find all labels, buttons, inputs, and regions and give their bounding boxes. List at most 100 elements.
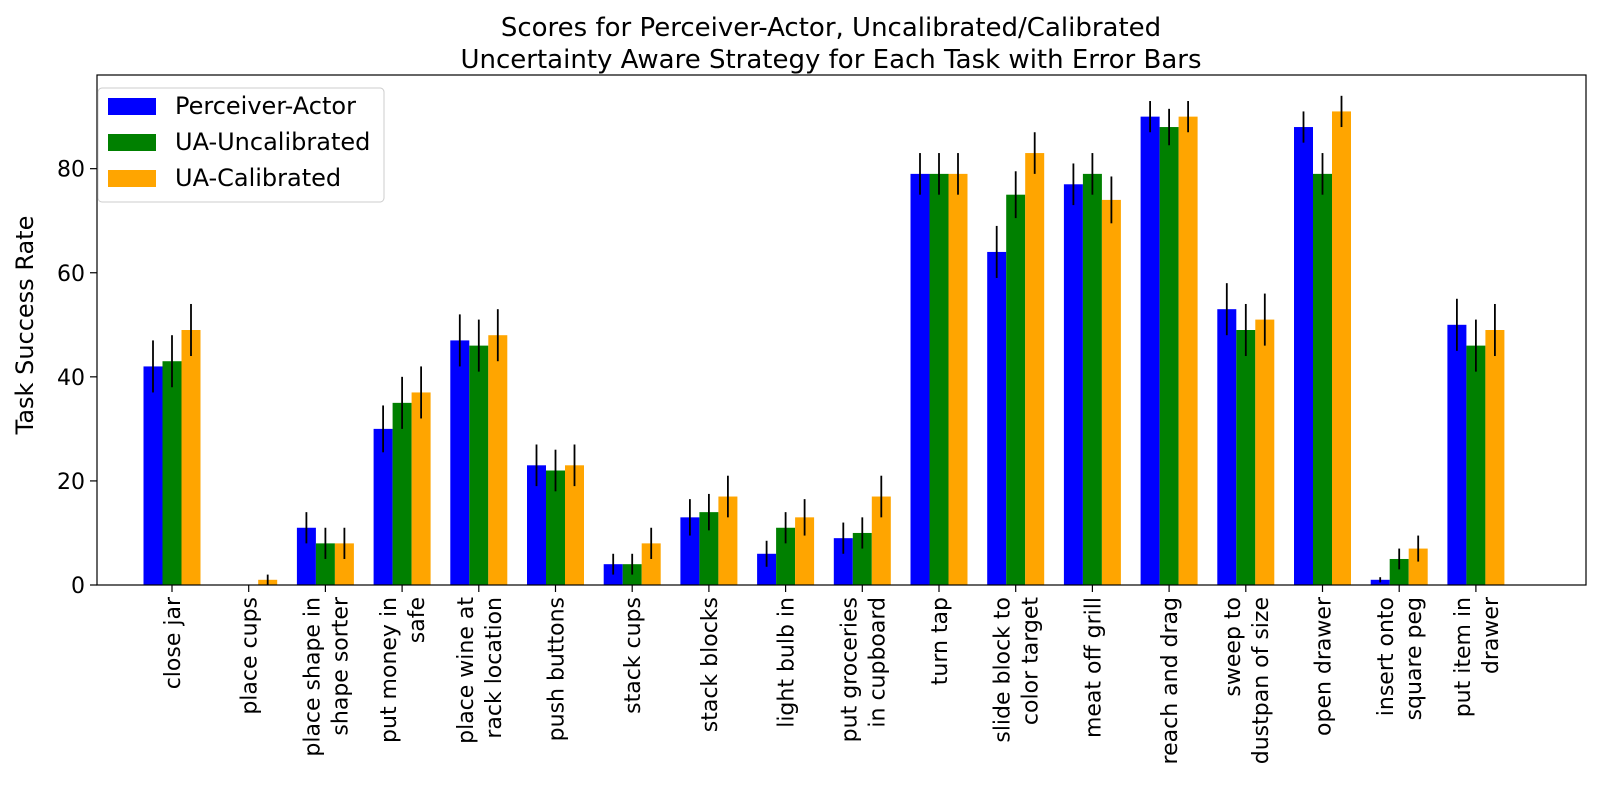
x-tick-label: put money in safe [377, 597, 430, 743]
chart-title-line-1: Scores for Perceiver-Actor, Uncalibrated… [501, 13, 1161, 43]
bar [871, 496, 891, 585]
x-tick-label-line: open drawer [1312, 596, 1337, 736]
bar [1159, 127, 1179, 585]
bar [795, 517, 815, 585]
bar [1101, 199, 1121, 586]
x-tick-label: sweep to dustpan of size [1221, 597, 1274, 764]
plot-frame [96, 74, 1587, 586]
x-tick-label-line: square peg [1402, 597, 1427, 720]
bar [1408, 548, 1428, 585]
bar [373, 428, 393, 585]
x-tick-label-line: stack blocks [698, 597, 723, 732]
bar [392, 402, 412, 585]
y-ticks: 0 20 40 60 80 [57, 158, 97, 599]
bar [776, 527, 796, 585]
y-tick-label: 40 [57, 366, 85, 391]
x-tick-label-line: color target [1019, 597, 1044, 725]
x-ticks: close jar place cups place shape in shape s… [161, 585, 1504, 764]
bar [1140, 116, 1160, 585]
x-tick-label-line: stack cups [621, 597, 646, 714]
x-tick-label-line: turn tap [928, 597, 953, 685]
legend: Perceiver-Actor UA-Uncalibrated UA-Calibra… [97, 87, 385, 203]
bar [948, 173, 968, 585]
error-bars [152, 95, 1496, 585]
bar [1063, 184, 1083, 586]
bar [143, 366, 163, 585]
y-tick-label: 60 [57, 262, 85, 287]
x-tick-label: place cups [238, 597, 263, 715]
x-tick-label-line: drawer [1479, 596, 1504, 674]
bar [1447, 324, 1467, 585]
bar [757, 553, 777, 585]
x-tick-label-line: slide block to [991, 597, 1016, 743]
x-tick-label: stack cups [621, 597, 646, 714]
bar [929, 173, 949, 585]
x-tick-label: open drawer [1312, 596, 1337, 736]
x-tick-label: put groceries in cupboard [837, 597, 890, 742]
bar [450, 340, 470, 585]
bar [527, 465, 546, 585]
x-tick-label: turn tap [928, 597, 953, 685]
bar [699, 512, 719, 585]
y-tick-label: 20 [57, 470, 85, 495]
bars [143, 111, 1505, 586]
y-tick-label: 80 [57, 158, 85, 183]
x-tick-label: place shape in shape sorter [300, 596, 353, 757]
bar [680, 517, 700, 585]
x-tick-label-line: in cupboard [865, 597, 890, 728]
x-tick-label-line: meat off grill [1081, 597, 1106, 738]
x-tick-label: put item in drawer [1451, 596, 1504, 717]
bar [162, 361, 182, 585]
bar [910, 173, 930, 585]
legend-label: UA-Calibrated [175, 164, 341, 192]
legend-label: UA-Uncalibrated [175, 128, 370, 156]
x-tick-label-line: sweep to [1221, 597, 1246, 697]
bar [1025, 153, 1045, 585]
x-tick-label-line: place shape in [300, 597, 325, 757]
x-tick-label-line: push buttons [545, 597, 570, 741]
bar [1217, 309, 1237, 585]
bar [488, 335, 508, 585]
x-tick-label: light bulb in [775, 597, 800, 728]
x-tick-label-line: put item in [1451, 597, 1476, 717]
bar [718, 496, 738, 585]
bar [1389, 558, 1409, 585]
x-tick-label: place wine at rack location [454, 597, 507, 744]
bar [411, 392, 431, 585]
legend-swatch [108, 98, 156, 115]
x-tick-label: slide block to color target [991, 597, 1044, 743]
bar [296, 527, 316, 585]
bar [833, 538, 853, 585]
bar [987, 251, 1007, 585]
bar [181, 330, 201, 585]
x-tick-label-line: dustpan of size [1249, 597, 1274, 764]
legend-swatch [108, 134, 156, 151]
x-tick-label-line: rack location [482, 597, 507, 739]
legend-label: Perceiver-Actor [175, 92, 356, 120]
bar [565, 465, 584, 585]
x-tick-label-line: put groceries [837, 597, 862, 742]
x-tick-label: insert onto square peg [1374, 597, 1427, 720]
x-tick-label-line: light bulb in [775, 597, 800, 728]
x-tick-label-line: reach and drag [1158, 597, 1183, 764]
legend-swatch [108, 170, 156, 187]
x-tick-label: close jar [161, 596, 186, 689]
x-tick-label: reach and drag [1158, 597, 1183, 764]
bar [334, 543, 354, 585]
chart-title: Scores for Perceiver-Actor, Uncalibrated… [461, 13, 1202, 75]
bar [1466, 345, 1486, 585]
bar [1178, 116, 1198, 585]
bar [852, 532, 872, 585]
bar [1294, 127, 1313, 585]
x-tick-label: meat off grill [1081, 597, 1106, 738]
y-axis-label: Task Success Rate [11, 216, 39, 436]
bar [315, 543, 335, 585]
bar [1082, 173, 1102, 585]
y-tick-label: 0 [71, 574, 85, 599]
bar [1006, 194, 1026, 585]
bar [1332, 111, 1351, 585]
bar [546, 470, 565, 585]
x-tick-label-line: insert onto [1374, 597, 1399, 716]
x-tick-label-line: shape sorter [328, 596, 353, 736]
x-tick-label-line: place wine at [454, 597, 479, 744]
